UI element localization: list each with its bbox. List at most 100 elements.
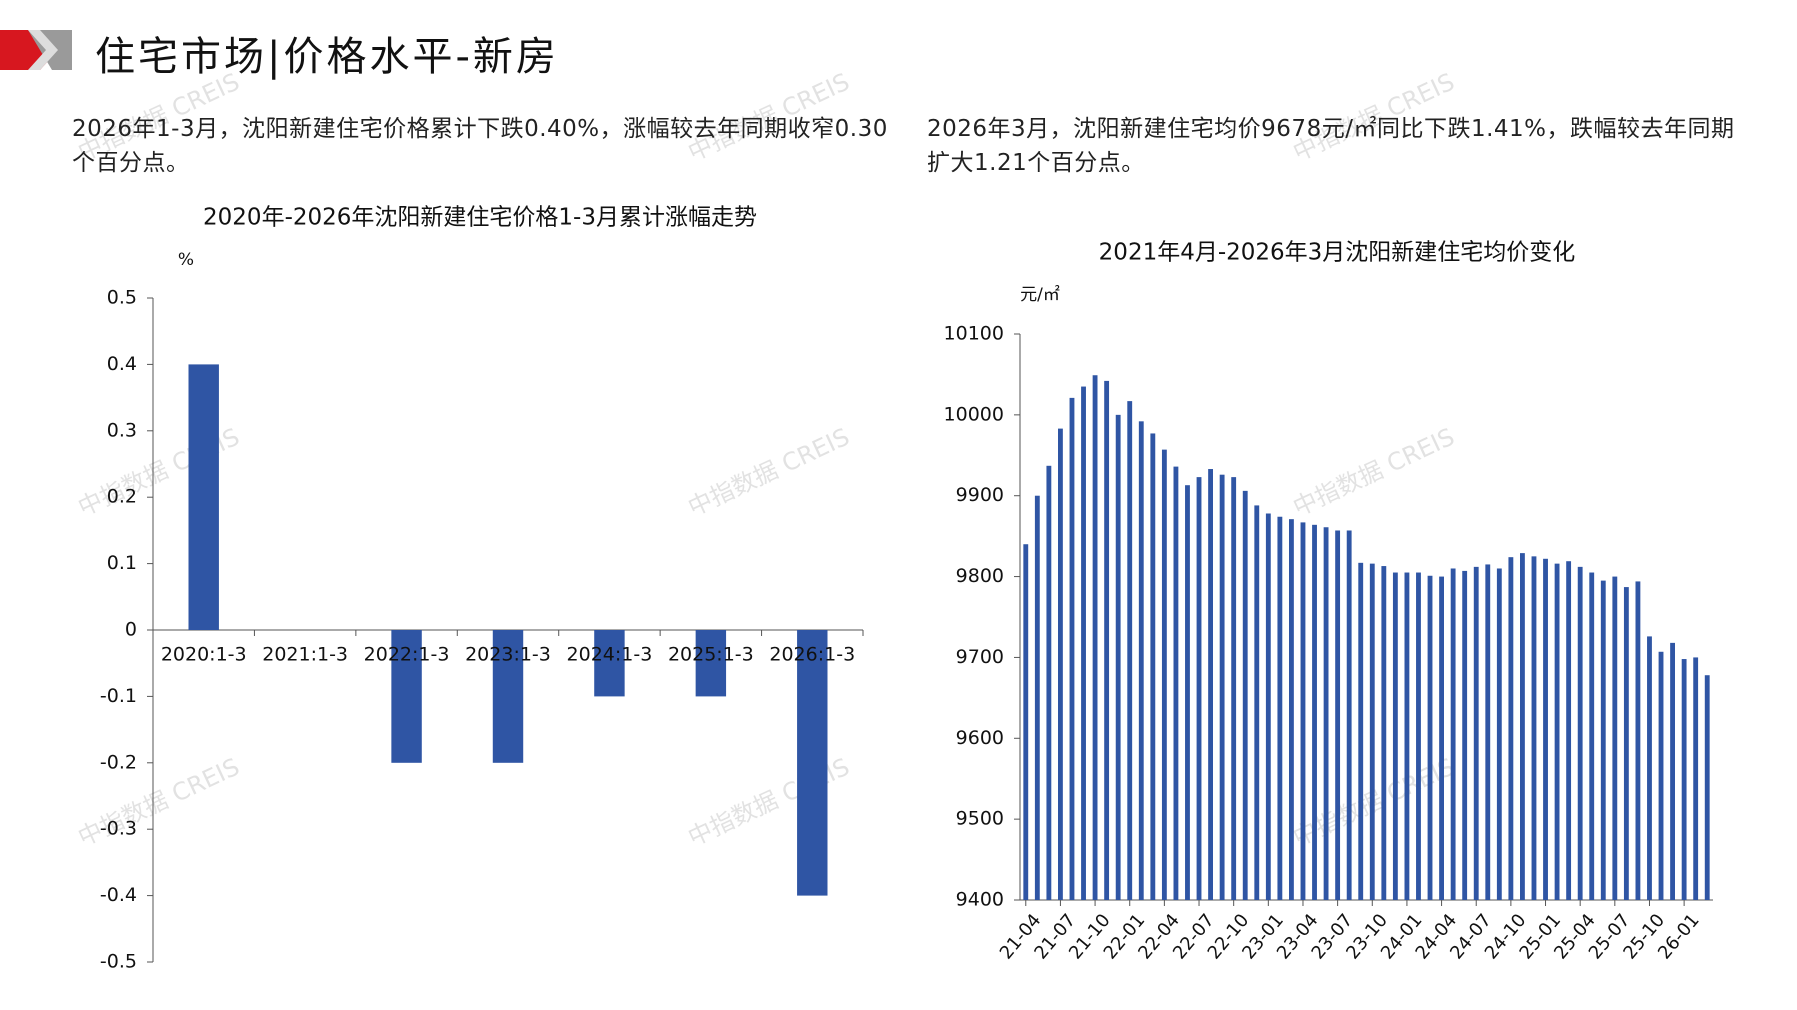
bar xyxy=(1508,557,1514,900)
x-tick-label: 2021:1-3 xyxy=(262,644,348,666)
summary-text: 2026年3月，沈阳新建住宅均价9678元/㎡同比下跌1.41%，跌幅较去年同期… xyxy=(927,116,1735,176)
y-axis-label: 元/㎡ xyxy=(1020,285,1060,305)
bar xyxy=(1335,530,1341,900)
bar xyxy=(1600,580,1606,900)
bar xyxy=(797,630,828,896)
bar xyxy=(1427,575,1433,900)
y-tick-label: 9800 xyxy=(956,565,1004,587)
bar xyxy=(1554,563,1560,900)
bar xyxy=(1115,414,1121,900)
bar xyxy=(1693,657,1699,900)
y-tick-label: -0.4 xyxy=(100,884,137,906)
y-tick-label: -0.1 xyxy=(100,685,137,707)
header-icon-light xyxy=(28,30,58,70)
x-tick-label: 2023:1-3 xyxy=(465,644,551,666)
bar xyxy=(695,630,727,697)
bar xyxy=(1185,485,1190,900)
bar xyxy=(1069,397,1075,900)
bar xyxy=(1254,505,1260,900)
bar xyxy=(1323,527,1329,900)
bar xyxy=(1300,522,1306,900)
bar xyxy=(1277,516,1283,900)
y-tick-label: 0.3 xyxy=(107,419,137,441)
bar xyxy=(1577,566,1583,900)
bar xyxy=(1531,556,1537,900)
y-tick-label: 0.5 xyxy=(107,287,137,309)
bar xyxy=(594,630,625,697)
bar xyxy=(1173,466,1179,900)
bar xyxy=(1450,568,1456,900)
bar xyxy=(1034,495,1040,900)
bar xyxy=(1392,572,1398,900)
bar xyxy=(1612,576,1618,900)
bar xyxy=(1127,401,1133,900)
bar xyxy=(1081,386,1086,900)
chart-title: 2020年-2026年沈阳新建住宅价格1-3月累计涨幅走势 xyxy=(203,205,757,231)
y-axis-label: % xyxy=(178,250,194,270)
bar xyxy=(1369,563,1375,900)
bar xyxy=(1473,566,1479,900)
watermark: 中指数据 CREIS xyxy=(1289,423,1459,522)
bar xyxy=(1543,558,1548,900)
bar xyxy=(1150,433,1156,900)
bar xyxy=(1358,562,1364,900)
watermark: 中指数据 CREIS xyxy=(684,753,854,852)
bar xyxy=(1046,465,1052,900)
bar xyxy=(1439,576,1445,900)
summary-text: 2026年1-3月，沈阳新建住宅价格累计下跌0.40%，涨幅较去年同期收窄0.3… xyxy=(72,116,888,176)
y-tick-label: 0.4 xyxy=(107,353,137,375)
bar xyxy=(1161,449,1167,900)
y-tick-label: 10100 xyxy=(944,323,1004,345)
bar xyxy=(1208,469,1214,900)
bar xyxy=(1404,572,1410,900)
bar xyxy=(1057,428,1063,900)
bar xyxy=(1231,477,1237,900)
bar xyxy=(1092,375,1098,900)
y-tick-label: -0.5 xyxy=(100,951,137,973)
bar xyxy=(1462,570,1468,900)
x-tick-label: 2025:1-3 xyxy=(668,644,754,666)
bar xyxy=(1416,572,1421,900)
bar xyxy=(1623,587,1629,900)
bar xyxy=(1312,524,1317,900)
x-tick-label: 2020:1-3 xyxy=(161,644,247,666)
y-tick-label: 9500 xyxy=(956,808,1004,830)
bar xyxy=(1138,421,1144,900)
bar xyxy=(391,630,422,763)
y-tick-label: -0.2 xyxy=(100,751,137,773)
x-tick-label: 2024:1-3 xyxy=(567,644,653,666)
bar xyxy=(1104,380,1110,900)
bar xyxy=(492,630,524,763)
y-tick-label: 9700 xyxy=(956,646,1004,668)
bar xyxy=(1566,561,1572,900)
bar xyxy=(1242,490,1248,900)
bar xyxy=(1023,544,1029,900)
page-title: 住宅市场|价格水平-新房 xyxy=(95,34,559,80)
y-tick-label: -0.3 xyxy=(100,818,137,840)
bar xyxy=(1589,572,1595,900)
bar xyxy=(1647,636,1652,900)
y-tick-label: 0 xyxy=(125,619,137,641)
y-tick-label: 9600 xyxy=(956,727,1004,749)
bar xyxy=(1681,659,1687,900)
x-tick-label: 2026:1-3 xyxy=(769,644,855,666)
bar xyxy=(1519,553,1525,900)
y-tick-label: 9900 xyxy=(956,484,1004,506)
bar xyxy=(1496,568,1502,900)
y-tick-label: 0.1 xyxy=(107,552,137,574)
watermark: 中指数据 CREIS xyxy=(684,423,854,522)
bar xyxy=(1381,566,1387,900)
bar xyxy=(188,364,219,630)
bar xyxy=(1265,513,1271,900)
bar xyxy=(1635,581,1641,900)
x-tick-label: 2022:1-3 xyxy=(364,644,450,666)
bar xyxy=(1704,675,1710,900)
chart-title: 2021年4月-2026年3月沈阳新建住宅均价变化 xyxy=(1099,240,1576,266)
y-tick-label: 0.2 xyxy=(107,486,137,508)
bar xyxy=(1670,642,1676,900)
y-tick-label: 9400 xyxy=(956,889,1004,911)
bar xyxy=(1288,519,1294,900)
bar xyxy=(1196,477,1202,900)
